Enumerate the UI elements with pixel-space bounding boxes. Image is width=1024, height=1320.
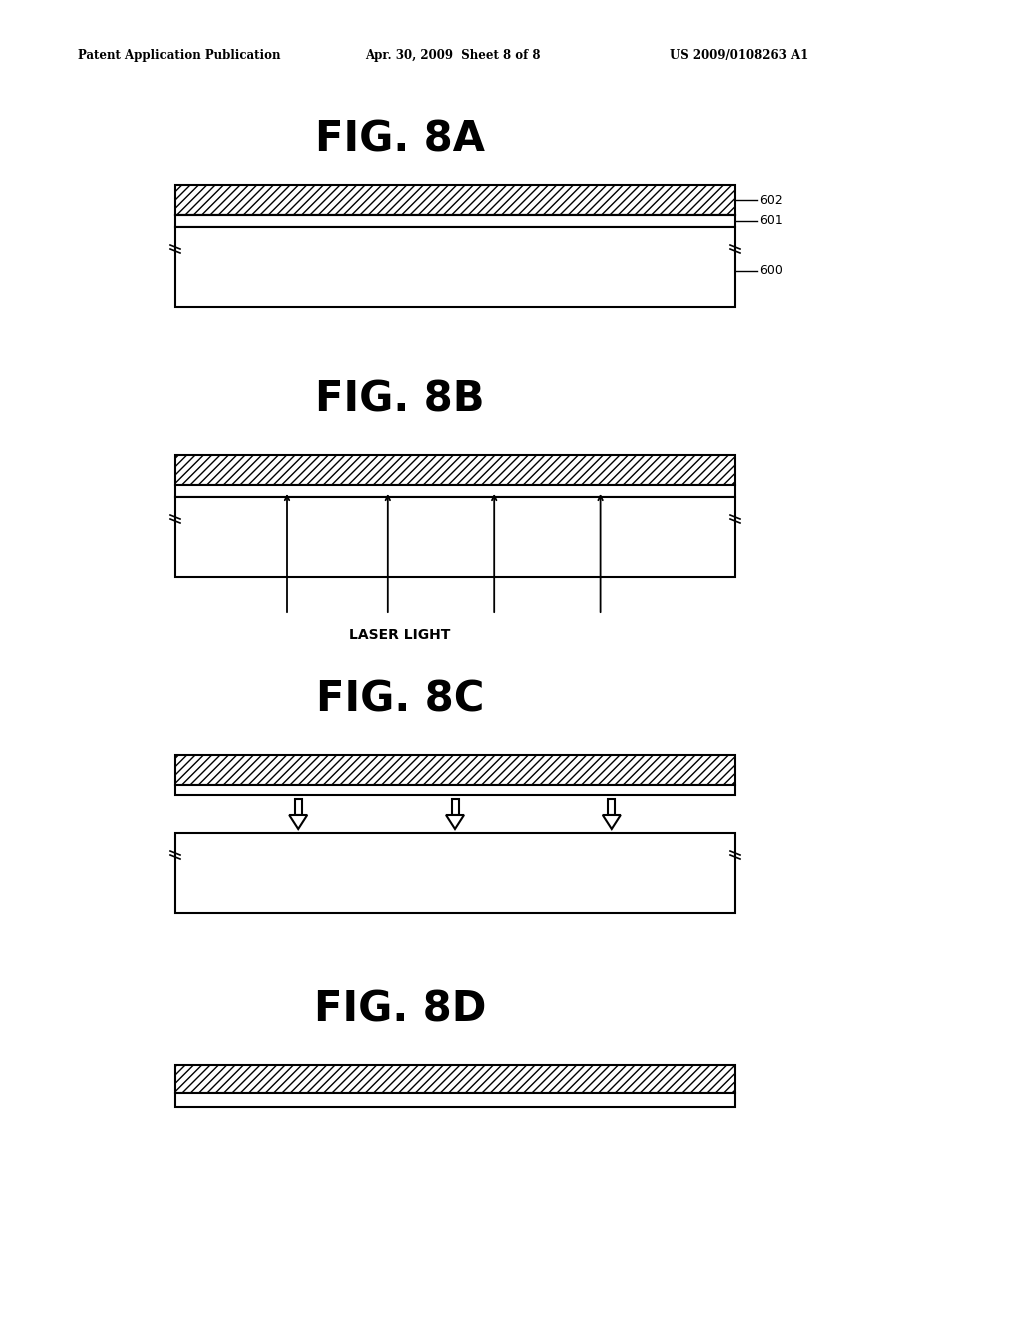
Polygon shape [603, 814, 621, 829]
Text: FIG. 8C: FIG. 8C [315, 678, 484, 721]
Bar [175, 455, 735, 484]
Bar [175, 1065, 735, 1093]
Bar [175, 185, 735, 215]
Text: 602: 602 [759, 194, 782, 206]
Bar [175, 785, 735, 795]
Bar [295, 799, 302, 814]
Polygon shape [289, 814, 307, 829]
Text: 600: 600 [759, 264, 783, 277]
Polygon shape [446, 814, 464, 829]
Text: 601: 601 [759, 214, 782, 227]
Text: Apr. 30, 2009  Sheet 8 of 8: Apr. 30, 2009 Sheet 8 of 8 [365, 49, 541, 62]
Text: Patent Application Publication: Patent Application Publication [78, 49, 281, 62]
Text: FIG. 8A: FIG. 8A [315, 119, 485, 161]
Bar [175, 498, 735, 577]
Bar [175, 484, 735, 498]
Text: FIG. 8B: FIG. 8B [315, 379, 484, 421]
Bar [175, 1093, 735, 1107]
Bar [175, 227, 735, 308]
Bar [452, 799, 459, 814]
Bar [608, 799, 615, 814]
Text: US 2009/0108263 A1: US 2009/0108263 A1 [670, 49, 808, 62]
Bar [175, 833, 735, 913]
Bar [175, 755, 735, 785]
Text: FIG. 8D: FIG. 8D [313, 989, 486, 1031]
Text: LASER LIGHT: LASER LIGHT [349, 628, 451, 642]
Bar [175, 215, 735, 227]
